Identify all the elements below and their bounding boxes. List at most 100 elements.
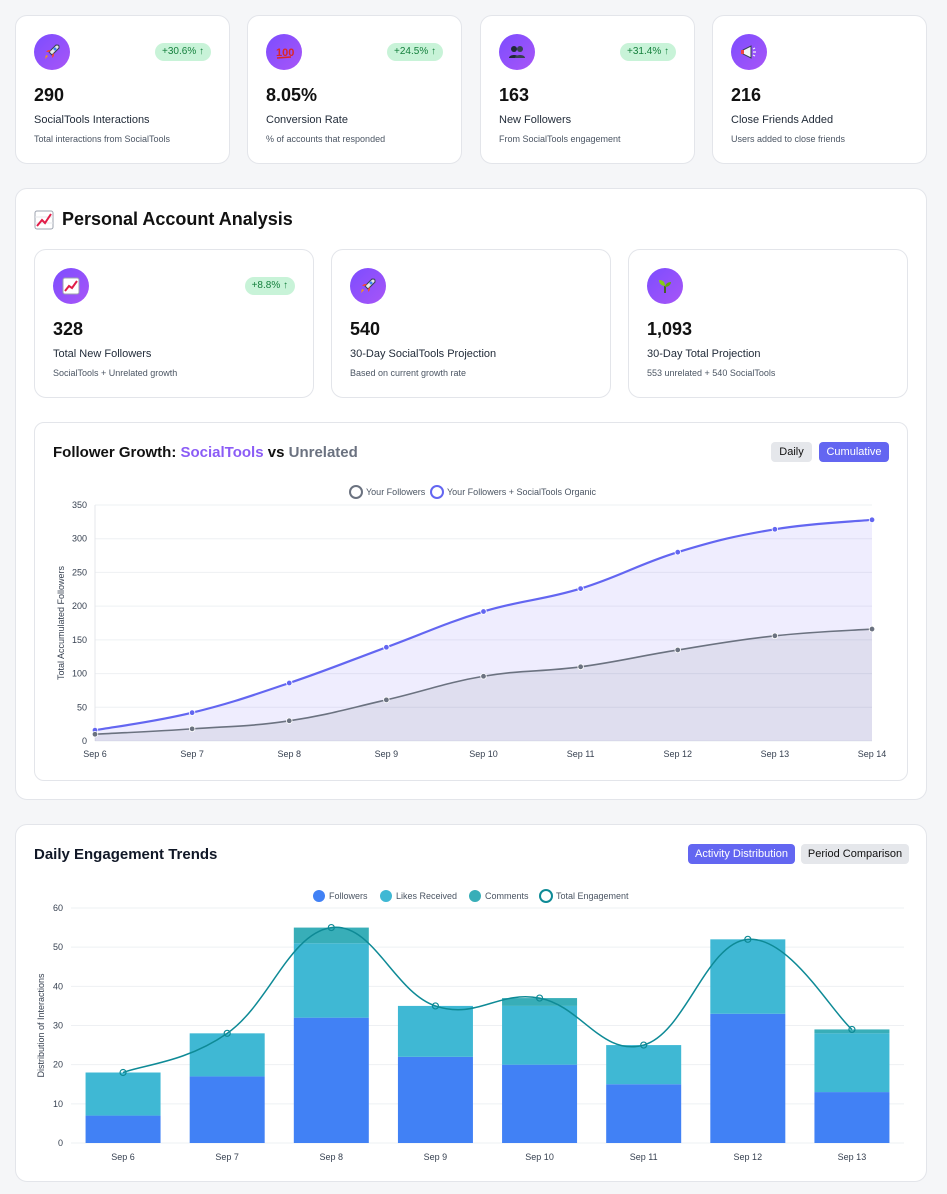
rocket-icon xyxy=(350,268,386,304)
stat-value: 1,093 xyxy=(647,319,693,339)
bar-segment xyxy=(397,1005,473,1057)
data-point xyxy=(771,526,779,533)
legend-label: Your Followers + SocialTools Organic xyxy=(447,487,596,497)
y-tick-label: 150 xyxy=(72,635,87,645)
growth-title-prefix: Follower Growth: xyxy=(53,444,177,461)
data-point xyxy=(188,709,196,716)
data-point xyxy=(480,608,487,615)
growth-title-brand: SocialTools xyxy=(180,444,264,461)
y-tick-label: 250 xyxy=(72,567,87,577)
personal-analysis-title-text: Personal Account Analysis xyxy=(62,209,293,229)
chart-increasing-icon xyxy=(53,268,89,304)
data-point xyxy=(327,923,335,932)
legend-marker xyxy=(380,890,392,902)
legend-marker xyxy=(469,890,481,902)
stat-description: SocialTools + Unrelated growth xyxy=(53,368,178,378)
legend-label: Comments xyxy=(485,891,529,901)
y-tick-label: 10 xyxy=(53,1099,63,1109)
y-tick-label: 300 xyxy=(72,534,87,544)
bar-segment xyxy=(710,939,786,1014)
growth-title-other: Unrelated xyxy=(288,444,358,461)
y-tick-label: 0 xyxy=(58,1138,63,1148)
stat-label: SocialTools Interactions xyxy=(34,114,150,126)
stat-description: Based on current growth rate xyxy=(350,368,467,378)
y-axis-label: Distribution of Interactions xyxy=(36,973,46,1078)
bar-segment xyxy=(502,1005,578,1065)
y-tick-label: 50 xyxy=(53,942,63,952)
top-stat-card: 216 Close Friends Added Users added to c… xyxy=(712,15,927,164)
engagement-title: Daily Engagement Trends xyxy=(34,846,218,863)
megaphone-icon xyxy=(731,34,767,70)
x-tick-label: Sep 9 xyxy=(424,1152,448,1162)
stat-label: Conversion Rate xyxy=(266,114,348,126)
y-tick-label: 40 xyxy=(53,981,63,991)
top-stat-card: 100 +24.5% ↑ 8.05% Conversion Rate % of … xyxy=(247,15,462,164)
stat-description: Total interactions from SocialTools xyxy=(34,134,171,144)
bar-segment xyxy=(293,1017,369,1143)
data-point xyxy=(383,696,390,704)
x-tick-label: Sep 11 xyxy=(630,1152,658,1162)
daily-button[interactable]: Daily xyxy=(771,442,812,462)
x-tick-label: Sep 12 xyxy=(663,749,692,759)
data-point xyxy=(868,625,876,633)
x-tick-label: Sep 13 xyxy=(761,749,790,759)
bar-segment xyxy=(502,1064,578,1143)
bar-segment xyxy=(85,1072,161,1116)
x-tick-label: Sep 8 xyxy=(320,1152,344,1162)
period-comparison-button[interactable]: Period Comparison xyxy=(801,844,909,864)
bar-segment xyxy=(814,1092,890,1143)
personal-stat-card: 540 30-Day SocialTools Projection Based … xyxy=(331,249,611,398)
data-point xyxy=(674,548,681,556)
personal-analysis-panel: Personal Account Analysis +8.8% ↑ 328 To… xyxy=(15,188,927,800)
stat-value: 328 xyxy=(53,319,84,339)
x-tick-label: Sep 10 xyxy=(469,749,498,759)
personal-stat-card: +8.8% ↑ 328 Total New Followers SocialTo… xyxy=(34,249,314,398)
stat-value: 290 xyxy=(34,85,65,105)
series-area xyxy=(95,629,872,741)
stat-value: 216 xyxy=(731,85,762,105)
stat-value: 540 xyxy=(350,319,381,339)
engagement-panel: Daily Engagement Trends Activity Distrib… xyxy=(15,824,927,1182)
data-point xyxy=(286,679,293,687)
svg-text:100: 100 xyxy=(276,47,294,59)
y-tick-label: 100 xyxy=(72,669,87,679)
top-stat-card: +31.4% ↑ 163 New Followers From SocialTo… xyxy=(480,15,695,164)
data-point xyxy=(431,1002,440,1010)
x-tick-label: Sep 13 xyxy=(838,1152,867,1162)
stat-label: New Followers xyxy=(499,114,572,126)
x-tick-label: Sep 6 xyxy=(111,1152,135,1162)
data-point xyxy=(119,1068,127,1077)
data-point xyxy=(223,1029,231,1037)
y-tick-label: 0 xyxy=(82,736,87,746)
data-point xyxy=(188,725,196,733)
follower-growth-title: Follower Growth: SocialTools vs Unrelate… xyxy=(53,444,358,461)
activity-distribution-button[interactable]: Activity Distribution xyxy=(688,844,795,864)
x-tick-label: Sep 7 xyxy=(180,749,204,759)
cumulative-button[interactable]: Cumulative xyxy=(819,442,889,462)
bar-segment xyxy=(397,1056,473,1143)
data-point xyxy=(480,673,487,680)
total-engagement-line xyxy=(122,926,853,1074)
bar-segment xyxy=(293,927,369,944)
hundred-points-icon: 100 xyxy=(266,34,302,70)
growth-badge: +31.4% ↑ xyxy=(620,43,676,61)
seedling-icon xyxy=(647,268,683,304)
stat-label: Close Friends Added xyxy=(731,114,834,126)
data-point xyxy=(91,731,99,738)
legend-label: Followers xyxy=(329,891,368,901)
engagement-chart: 0 10 20 30 40 50 60 Distribution of Interaction… xyxy=(36,889,904,1162)
bar-segment xyxy=(814,1033,890,1093)
x-tick-label: Sep 11 xyxy=(567,749,595,759)
bar-segment xyxy=(189,1033,265,1077)
follower-growth-card: Follower Growth: SocialTools vs Unrelate… xyxy=(34,422,908,781)
y-tick-label: 200 xyxy=(72,601,87,611)
bar-segment xyxy=(293,943,369,1018)
x-tick-label: Sep 12 xyxy=(734,1152,763,1162)
growth-badge: +8.8% ↑ xyxy=(244,277,295,295)
stat-description: From SocialTools engagement xyxy=(499,134,621,144)
data-point xyxy=(848,1025,856,1034)
x-tick-label: Sep 7 xyxy=(215,1152,239,1162)
bar-segment xyxy=(606,1084,682,1143)
bar-segment xyxy=(502,998,578,1006)
data-point xyxy=(674,646,681,654)
